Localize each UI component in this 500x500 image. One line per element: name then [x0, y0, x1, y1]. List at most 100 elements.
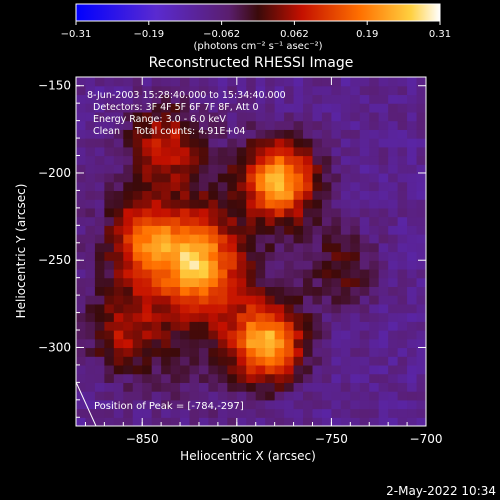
heatmap-cell [104, 373, 115, 383]
heatmap-cell [198, 120, 210, 130]
heatmap-cell [340, 234, 351, 244]
heatmap-cell [359, 364, 370, 375]
heatmap-cell [397, 268, 408, 279]
heatmap-cell [378, 356, 389, 366]
heatmap-cell [180, 234, 191, 244]
heatmap-cell [246, 417, 257, 426]
heatmap-cell [198, 382, 210, 392]
heatmap-cell [416, 85, 426, 96]
heatmap-cell [416, 103, 426, 113]
heatmap-cell [321, 94, 333, 104]
heatmap-cell [104, 303, 115, 314]
heatmap-cell [340, 391, 351, 401]
heatmap-cell [113, 391, 124, 401]
heatmap-cell [369, 286, 380, 296]
heatmap-cell [85, 225, 96, 235]
heatmap-cell [340, 164, 351, 174]
heatmap-cell [161, 330, 172, 340]
heatmap-cell [321, 120, 333, 130]
heatmap-cell [113, 277, 124, 287]
heatmap-cell [132, 303, 143, 314]
heatmap-cell [350, 382, 361, 392]
heatmap-cell [359, 138, 370, 148]
heatmap-cell [132, 190, 143, 200]
heatmap-cell [388, 120, 399, 130]
heatmap-cell [407, 77, 418, 87]
heatmap-cell [303, 234, 314, 244]
heatmap-cell [161, 155, 172, 165]
heatmap-cell [397, 382, 408, 392]
heatmap-cell [265, 260, 276, 270]
heatmap-cell [407, 199, 418, 209]
heatmap-cell [284, 260, 295, 270]
heatmap-cell [255, 181, 266, 192]
heatmap-cell [407, 181, 418, 192]
heatmap-cell [350, 234, 361, 244]
heatmap-cell [123, 330, 134, 340]
heatmap-cell [217, 242, 228, 253]
heatmap-cell [189, 216, 200, 226]
heatmap-cell [104, 251, 115, 261]
heatmap-cell [359, 120, 370, 130]
heatmap-cell [321, 399, 333, 410]
heatmap-cell [208, 321, 219, 331]
heatmap-cell [123, 382, 134, 392]
heatmap-cell [340, 356, 351, 366]
heatmap-cell [293, 382, 304, 392]
heatmap-cell [350, 347, 361, 357]
heatmap-cell [274, 312, 285, 322]
heatmap-cell [151, 321, 162, 331]
heatmap-cell [407, 225, 418, 235]
heatmap-cell [265, 216, 276, 226]
heatmap-cell [378, 199, 389, 209]
heatmap-cell [388, 129, 399, 139]
heatmap-cell [142, 277, 153, 287]
heatmap-cell [132, 164, 143, 174]
heatmap-cell [104, 417, 115, 426]
heatmap-cell [142, 251, 153, 261]
heatmap-cell [321, 146, 333, 157]
heatmap-cell [189, 199, 200, 209]
heatmap-cell [170, 190, 181, 200]
heatmap-cell [113, 373, 124, 383]
heatmap-cell [407, 260, 418, 270]
heatmap-cell [312, 234, 323, 244]
heatmap-cell [388, 277, 399, 287]
heatmap-cell [350, 138, 361, 148]
heatmap-cell [293, 164, 304, 174]
heatmap-cell [303, 111, 314, 122]
heatmap-cell [284, 338, 295, 349]
heatmap-cell [321, 216, 333, 226]
heatmap-cell [265, 103, 276, 113]
heatmap-cell [359, 321, 370, 331]
heatmap-cell [388, 155, 399, 165]
heatmap-cell [416, 391, 426, 401]
heatmap-cell [94, 321, 105, 331]
heatmap-cell [161, 286, 172, 296]
heatmap-cell [180, 77, 191, 87]
heatmap-cell [378, 138, 389, 148]
heatmap-cell [161, 356, 172, 366]
heatmap-cell [284, 77, 295, 87]
heatmap-cell [142, 138, 153, 148]
heatmap-cell [180, 138, 191, 148]
heatmap-cell [76, 207, 87, 218]
heatmap-cell [331, 408, 342, 418]
heatmap-cell [369, 120, 380, 130]
heatmap-cell [217, 120, 228, 130]
heatmap-cell [123, 268, 134, 279]
heatmap-cell [208, 417, 219, 426]
heatmap-cell [123, 408, 134, 418]
heatmap-cell [104, 155, 115, 165]
heatmap-cell [274, 190, 285, 200]
heatmap-cell [208, 330, 219, 340]
heatmap-cell [265, 391, 276, 401]
heatmap-cell [76, 417, 87, 426]
heatmap-cell [94, 268, 105, 279]
heatmap-cell [416, 164, 426, 174]
heatmap-cell [284, 181, 295, 192]
heatmap-cell [161, 129, 172, 139]
heatmap-cell [94, 338, 105, 349]
heatmap-cell [227, 155, 238, 165]
heatmap-cell [208, 77, 219, 87]
